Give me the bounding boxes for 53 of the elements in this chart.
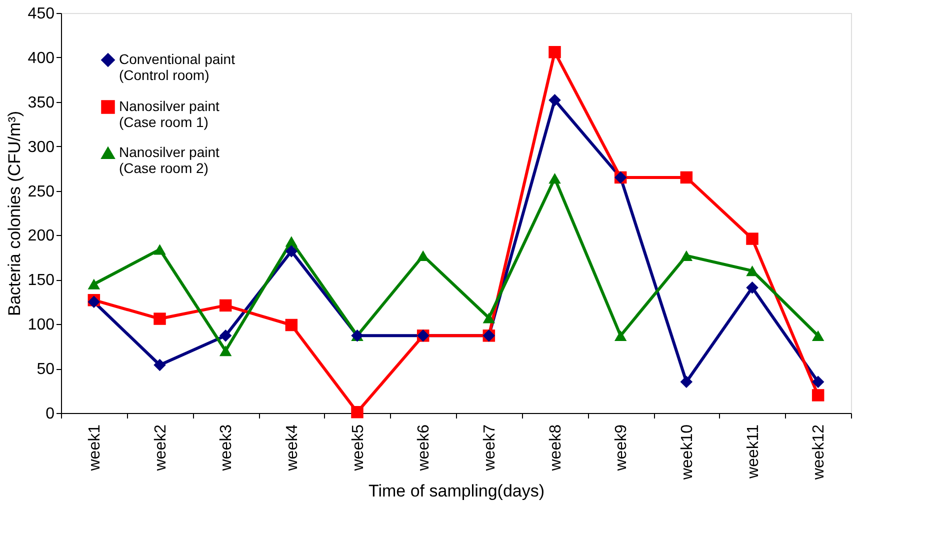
point bbox=[219, 345, 232, 356]
x-tick-label: week9 bbox=[613, 424, 630, 472]
x-tick-label: week11 bbox=[744, 424, 762, 480]
y-tick-label: 300 bbox=[28, 138, 55, 156]
point bbox=[812, 330, 824, 341]
y-tick-label: 450 bbox=[28, 6, 55, 22]
point bbox=[548, 46, 561, 58]
x-tick-label: week8 bbox=[547, 424, 564, 472]
point bbox=[548, 173, 561, 184]
x-tick-label: week2 bbox=[152, 424, 170, 472]
point bbox=[680, 171, 693, 184]
y-tick-label: 250 bbox=[28, 183, 55, 200]
y-tick-label: 50 bbox=[36, 361, 55, 378]
point bbox=[482, 312, 496, 324]
point bbox=[680, 250, 693, 261]
point bbox=[285, 318, 298, 332]
point bbox=[416, 250, 430, 261]
point bbox=[680, 376, 693, 388]
point bbox=[351, 406, 364, 418]
x-axis-title: Time of sampling(days) bbox=[368, 482, 545, 501]
point bbox=[812, 389, 824, 402]
y-tick-label: 100 bbox=[28, 316, 55, 334]
x-tick-label: week7 bbox=[481, 424, 498, 472]
y-tick-label: 350 bbox=[28, 94, 55, 112]
x-tick-label: week6 bbox=[416, 424, 433, 472]
point bbox=[88, 278, 100, 290]
x-tick-label: week3 bbox=[218, 424, 236, 472]
point bbox=[285, 245, 298, 258]
point bbox=[154, 312, 166, 325]
point bbox=[154, 358, 166, 372]
legend-label: Conventional paint (Control room) bbox=[119, 51, 236, 83]
point bbox=[746, 282, 758, 294]
y-tick-label: 150 bbox=[28, 272, 55, 290]
x-tick-label: week1 bbox=[86, 424, 104, 472]
legend-label: Nanosilver paint (Case room 1) bbox=[119, 98, 220, 130]
point bbox=[812, 376, 824, 388]
legend-label: Nanosilver paint (Case room 2) bbox=[119, 144, 220, 176]
point bbox=[746, 265, 758, 276]
y-tick-label: 0 bbox=[46, 406, 55, 422]
point bbox=[746, 232, 758, 245]
x-tick-label: week4 bbox=[284, 424, 301, 472]
y-tick-label: 200 bbox=[28, 228, 55, 245]
y-axis-title: Bacteria colonies (CFU/m³) bbox=[4, 111, 24, 316]
x-tick-label: week10 bbox=[678, 424, 696, 481]
point bbox=[548, 94, 561, 106]
x-tick-label: week12 bbox=[810, 424, 828, 481]
y-tick-label: 400 bbox=[28, 50, 55, 67]
x-tick-label: week5 bbox=[350, 424, 367, 472]
point bbox=[219, 330, 232, 342]
point bbox=[285, 236, 298, 247]
point bbox=[154, 244, 166, 255]
point bbox=[614, 330, 627, 341]
point bbox=[219, 299, 232, 312]
